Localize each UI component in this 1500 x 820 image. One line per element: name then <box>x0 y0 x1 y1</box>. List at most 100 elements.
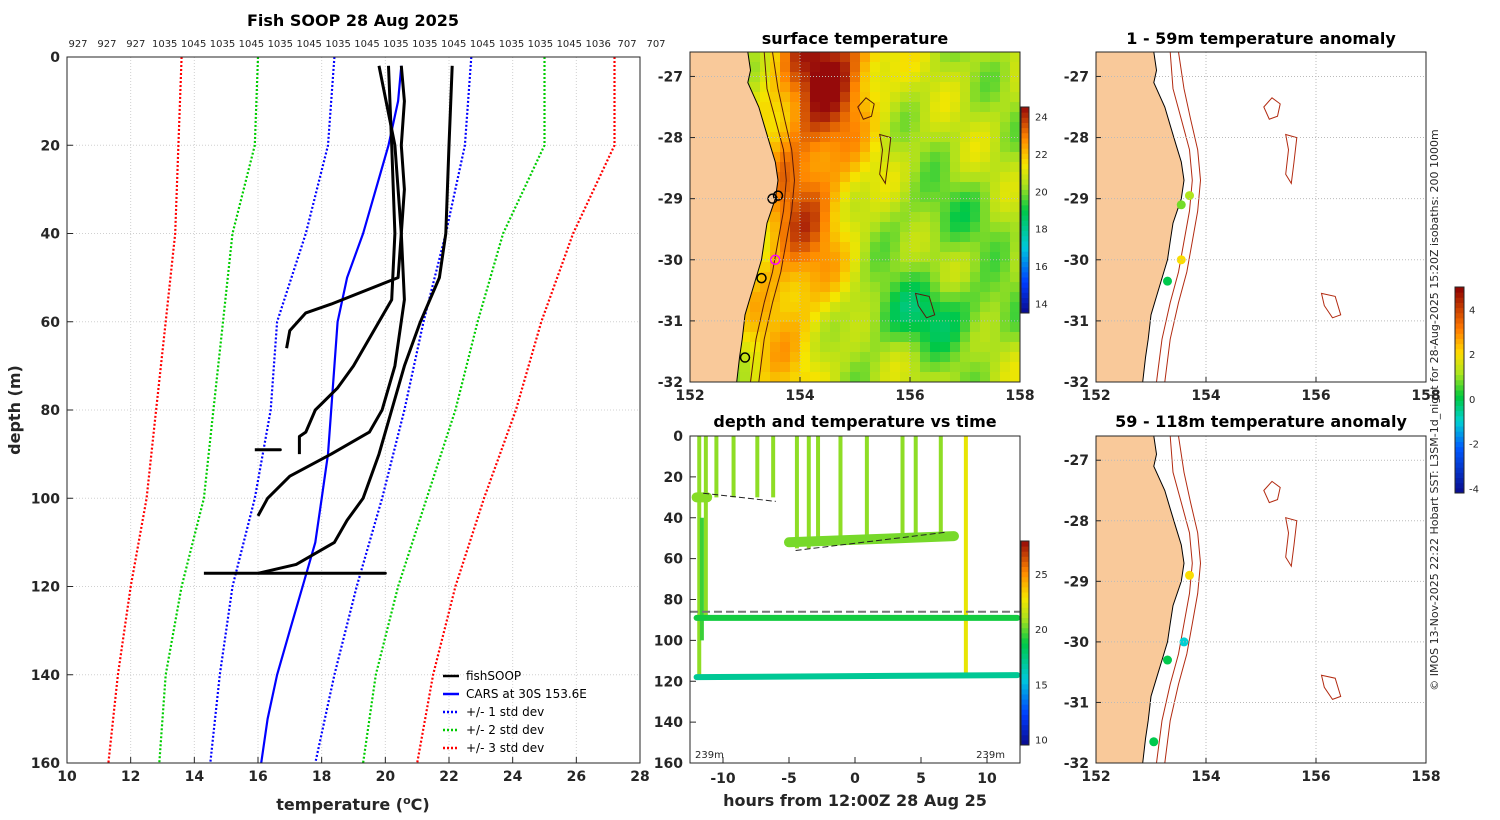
sst-cell <box>960 292 971 303</box>
sst-cell <box>870 202 881 213</box>
sst-cell <box>970 222 981 233</box>
profile-y-axis-label: depth (m) <box>5 365 24 455</box>
sst-cell <box>910 332 921 343</box>
sst-cell <box>960 362 971 373</box>
profile-series--1-std-dev <box>209 57 336 763</box>
sst-cell <box>900 362 911 373</box>
sst-cell <box>920 242 931 253</box>
sst-cell <box>930 72 941 83</box>
sst-cell <box>850 372 861 382</box>
sst-cell <box>1000 232 1011 243</box>
surface-y-tick-label: -28 <box>658 131 683 147</box>
sst-cell <box>870 332 881 343</box>
sst-cell <box>940 62 951 73</box>
sst-cell <box>890 252 901 263</box>
anomaly-deep-anomaly-point <box>1149 737 1159 747</box>
surface-colorbar-segment <box>1021 189 1029 196</box>
sst-cell <box>960 372 971 382</box>
sst-cell <box>910 322 921 333</box>
sst-cell <box>980 312 991 323</box>
sst-cell <box>980 372 991 382</box>
anomaly-deep-y-tick-label: -28 <box>1064 514 1089 530</box>
sst-cell <box>900 122 911 133</box>
sst-cell <box>900 272 911 283</box>
surface-x-tick-label: 152 <box>675 388 704 404</box>
sst-cell <box>890 72 901 83</box>
profile-y-tick-label: 0 <box>50 50 60 66</box>
sst-cell <box>820 352 831 363</box>
sst-cell <box>820 182 831 193</box>
sst-cell <box>820 82 831 93</box>
sst-cell <box>870 242 881 253</box>
sst-cell <box>790 332 801 343</box>
sst-cell <box>850 72 861 83</box>
sst-cell <box>770 202 781 213</box>
sst-cell <box>900 202 911 213</box>
sst-cell <box>880 282 891 293</box>
profile-y-tick-label: 80 <box>41 403 61 419</box>
sst-cell <box>830 142 841 153</box>
sst-cell <box>760 102 771 113</box>
sst-cell <box>900 162 911 173</box>
sst-cell <box>990 102 1001 113</box>
sst-cell <box>980 122 991 133</box>
sst-cell <box>810 352 821 363</box>
sst-cell <box>950 322 961 333</box>
sst-cell <box>830 132 841 143</box>
sst-cell <box>890 112 901 123</box>
sst-cell <box>830 352 841 363</box>
sst-cell <box>870 292 881 303</box>
anomaly-shallow-y-tick-label: -30 <box>1064 253 1090 269</box>
sst-cell <box>870 312 881 323</box>
sst-cell <box>1010 52 1020 63</box>
anomaly-shallow-isobath-200m <box>1156 52 1193 382</box>
sst-cell <box>970 312 981 323</box>
surface-colorbar-segment <box>1021 292 1029 299</box>
sst-cell <box>960 242 971 253</box>
sst-cell <box>1010 92 1020 103</box>
surface-colorbar-segment <box>1021 210 1029 216</box>
sst-cell <box>970 192 981 203</box>
sst-cell <box>810 122 821 133</box>
sst-cell <box>910 112 921 123</box>
sst-cell <box>1010 182 1020 193</box>
sst-cell <box>930 312 941 323</box>
sst-cell <box>950 82 961 93</box>
depth-time-colorbar-segment <box>1021 714 1029 720</box>
anomaly-map-shallow: 1 - 59m temperature anomaly 152 154 156 158… <box>1064 29 1441 404</box>
sst-cell <box>880 52 891 63</box>
anomaly-deep-x-tick-label: 156 <box>1301 769 1330 785</box>
sst-cell <box>990 262 1001 273</box>
sst-cell <box>830 212 841 223</box>
depth-time-colorbar-segment <box>1021 734 1029 741</box>
profile-series--1-std-dev <box>314 57 473 763</box>
surface-colorbar-segment <box>1021 261 1029 268</box>
anomaly-colorbar-segment <box>1455 436 1464 442</box>
sst-cell <box>970 162 981 173</box>
sst-cell <box>1000 172 1011 183</box>
sst-cell <box>750 52 761 63</box>
surface-colorbar-segment <box>1021 137 1029 144</box>
sst-cell <box>980 102 991 113</box>
sst-cell <box>1000 242 1011 253</box>
sst-cell <box>890 62 901 73</box>
sst-cell <box>810 242 821 253</box>
sst-cell <box>880 182 891 193</box>
credit-text: © IMOS 13-Nov-2025 22:22 Hobart SST: L3S… <box>1428 129 1441 690</box>
sst-cell <box>870 112 881 123</box>
anomaly-colorbar-segment <box>1455 317 1464 324</box>
depth-time-x-tick-label: -5 <box>781 771 797 787</box>
sst-cell <box>850 202 861 213</box>
sst-cell <box>1000 292 1011 303</box>
sst-cell <box>820 172 831 183</box>
sst-cell <box>1000 372 1011 382</box>
sst-cell <box>890 352 901 363</box>
anomaly-colorbar-segment <box>1455 446 1464 453</box>
sst-cell <box>890 292 901 303</box>
sst-cell <box>950 362 961 373</box>
sst-cell <box>880 72 891 83</box>
sst-cell <box>800 182 811 193</box>
anomaly-shallow-x-tick-label: 154 <box>1191 388 1220 404</box>
sst-cell <box>840 332 851 343</box>
sst-cell <box>850 52 861 63</box>
